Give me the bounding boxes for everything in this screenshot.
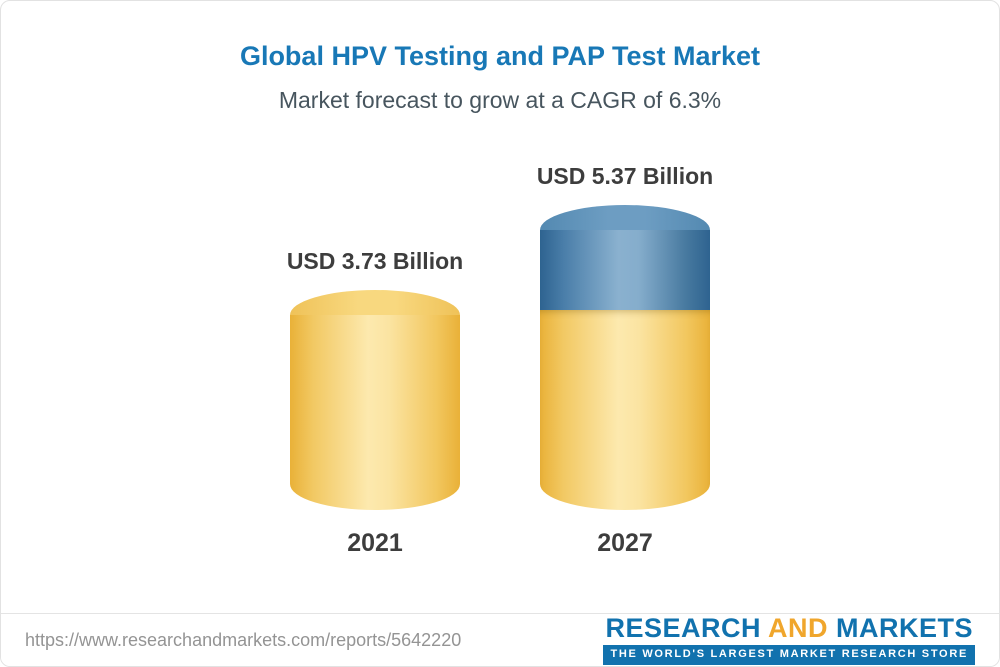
cylinder-2027 xyxy=(540,205,710,510)
report-url-link[interactable]: https://www.researchandmarkets.com/repor… xyxy=(25,629,462,650)
cylinder-base-segment-2027 xyxy=(540,310,710,510)
bars-area: USD 3.73 Billion 2021 USD 5.37 Billion 2… xyxy=(1,163,999,558)
x-axis-label-2021: 2021 xyxy=(347,529,403,557)
bar-group-2027: USD 5.37 Billion 2027 xyxy=(536,163,714,558)
bar-value-label-2021: USD 3.73 Billion xyxy=(286,248,464,274)
logo-word-markets: MARKETS xyxy=(836,613,974,644)
bar-group-2021: USD 3.73 Billion 2021 xyxy=(286,248,464,558)
x-axis-label-2027: 2027 xyxy=(597,529,653,557)
chart-subtitle: Market forecast to grow at a CAGR of 6.3… xyxy=(278,87,722,113)
bar-value-label-2027: USD 5.37 Billion xyxy=(536,163,714,189)
cylinder-2021 xyxy=(290,290,460,510)
logo-wordmark: RESEARCH AND MARKETS xyxy=(605,615,973,642)
cylinder-growth-segment-2027 xyxy=(540,230,710,310)
cylinder-body-2021 xyxy=(290,315,460,510)
research-and-markets-logo[interactable]: RESEARCH AND MARKETS THE WORLD'S LARGEST… xyxy=(603,615,975,665)
logo-word-research: RESEARCH xyxy=(605,613,761,644)
logo-tagline: THE WORLD'S LARGEST MARKET RESEARCH STOR… xyxy=(603,645,975,665)
footer: https://www.researchandmarkets.com/repor… xyxy=(1,613,999,666)
chart-title: Global HPV Testing and PAP Test Market xyxy=(239,41,761,71)
logo-word-and: AND xyxy=(768,613,828,644)
